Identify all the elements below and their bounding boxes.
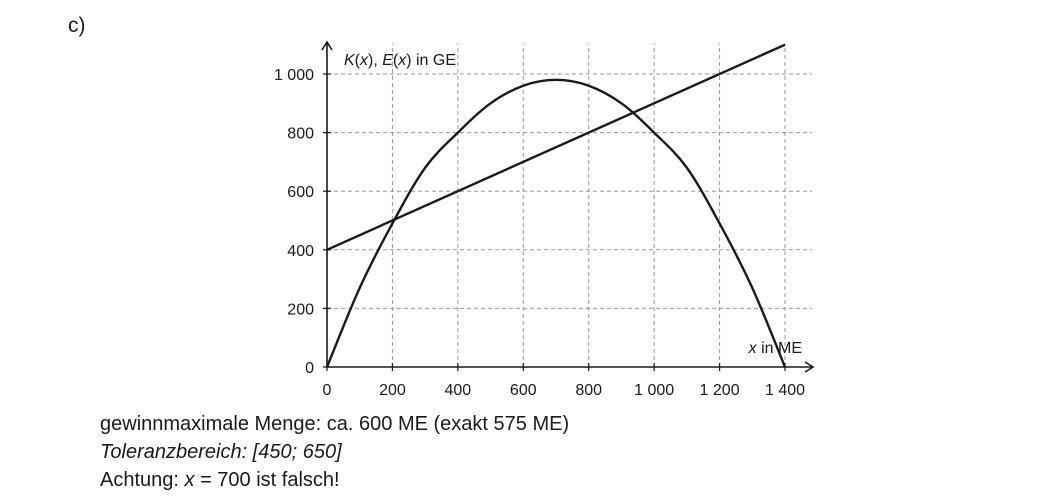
x-tick-label: 1 400 bbox=[765, 382, 805, 399]
x-tick-label: 600 bbox=[510, 382, 537, 399]
x-tick-label: 200 bbox=[379, 382, 406, 399]
y-tick-label: 1 000 bbox=[274, 67, 314, 84]
cost-line bbox=[326, 43, 786, 251]
x-tick-label: 1 000 bbox=[634, 382, 674, 399]
y-tick-label: 200 bbox=[287, 301, 314, 318]
note-optimal-quantity: gewinnmaximale Menge: ca. 600 ME (exakt … bbox=[100, 413, 570, 435]
note-tolerance-range: Toleranzbereich: [450; 650] bbox=[100, 441, 342, 463]
y-axis-label: K(x), E(x) in GE bbox=[344, 52, 456, 69]
x-tick-label: 1 200 bbox=[700, 382, 740, 399]
y-tick-label: 0 bbox=[305, 360, 314, 377]
y-tick-label: 600 bbox=[287, 184, 314, 201]
solution-notes: gewinnmaximale Menge: ca. 600 ME (exakt … bbox=[100, 410, 569, 494]
y-axis-arrow bbox=[321, 40, 333, 51]
x-tick-label: 800 bbox=[575, 382, 602, 399]
x-axis-arrow bbox=[804, 361, 815, 373]
y-tick-label: 800 bbox=[287, 126, 314, 143]
revenue-curve bbox=[325, 78, 787, 368]
chart: 0 200 400 600 800 1 000 1 200 1 400 0 200 400 600 80… bbox=[274, 40, 815, 399]
x-tick-label: 400 bbox=[445, 382, 472, 399]
x-axis-label: x in ME bbox=[748, 340, 802, 357]
section-label: c) bbox=[68, 14, 86, 37]
y-tick-label: 400 bbox=[287, 243, 314, 260]
note-warning: Achtung: x = 700 ist falsch! bbox=[100, 469, 340, 491]
x-tick-label: 0 bbox=[323, 382, 332, 399]
